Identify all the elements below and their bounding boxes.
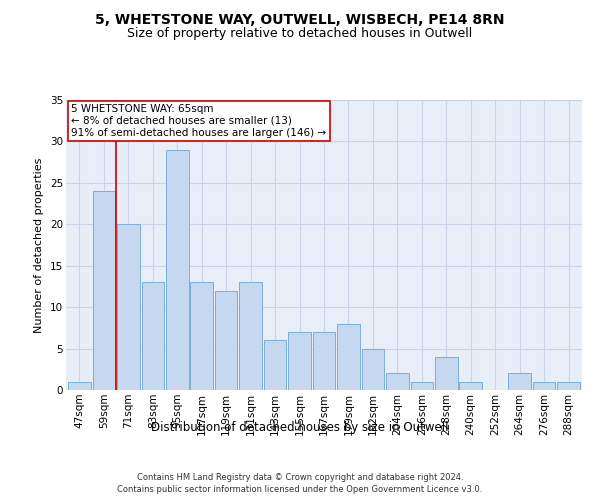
Bar: [410, 382, 433, 390]
Bar: [92, 191, 115, 390]
Bar: [239, 282, 262, 390]
Bar: [460, 382, 482, 390]
Bar: [215, 290, 238, 390]
Bar: [313, 332, 335, 390]
Bar: [435, 357, 458, 390]
Y-axis label: Number of detached properties: Number of detached properties: [34, 158, 44, 332]
Bar: [362, 348, 384, 390]
Bar: [337, 324, 360, 390]
Bar: [142, 282, 164, 390]
Bar: [264, 340, 286, 390]
Bar: [166, 150, 188, 390]
Text: 5, WHETSTONE WAY, OUTWELL, WISBECH, PE14 8RN: 5, WHETSTONE WAY, OUTWELL, WISBECH, PE14…: [95, 12, 505, 26]
Bar: [68, 382, 91, 390]
Text: 5 WHETSTONE WAY: 65sqm
← 8% of detached houses are smaller (13)
91% of semi-deta: 5 WHETSTONE WAY: 65sqm ← 8% of detached …: [71, 104, 326, 138]
Bar: [117, 224, 140, 390]
Bar: [386, 374, 409, 390]
Text: Size of property relative to detached houses in Outwell: Size of property relative to detached ho…: [127, 28, 473, 40]
Bar: [288, 332, 311, 390]
Bar: [533, 382, 556, 390]
Text: Contains HM Land Registry data © Crown copyright and database right 2024.
Contai: Contains HM Land Registry data © Crown c…: [118, 472, 482, 494]
Bar: [557, 382, 580, 390]
Bar: [508, 374, 531, 390]
Bar: [190, 282, 213, 390]
Text: Distribution of detached houses by size in Outwell: Distribution of detached houses by size …: [151, 421, 449, 434]
